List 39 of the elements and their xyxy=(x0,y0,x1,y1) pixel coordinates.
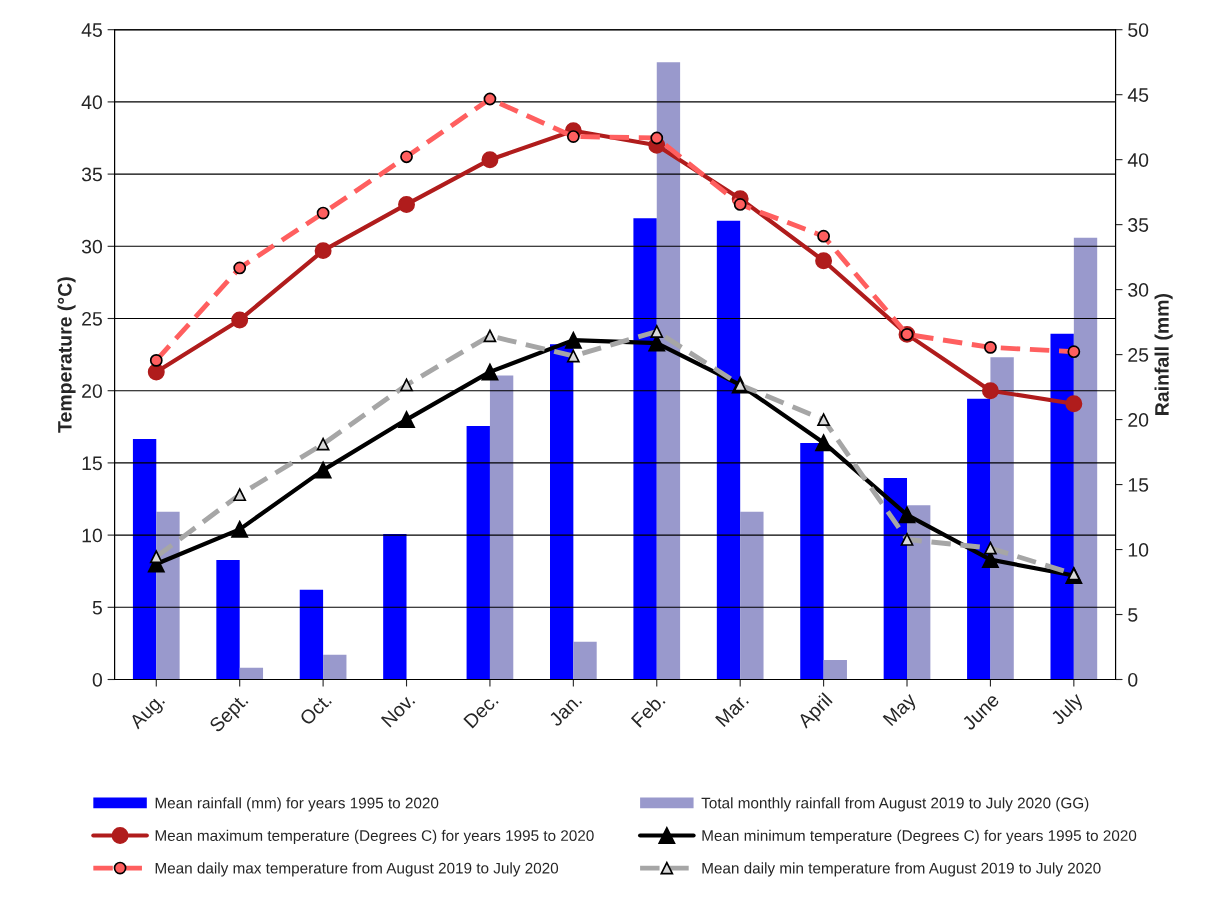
y-tick-label: 20 xyxy=(82,384,103,398)
y2-tick-label: 45 xyxy=(1127,88,1149,102)
y-tick-label: 10 xyxy=(82,528,103,543)
y-tick-label: 45 xyxy=(81,23,102,37)
y2-tick-label: 10 xyxy=(1128,543,1149,557)
x-tick-label: Sept. xyxy=(208,692,252,736)
y-tick-label: 35 xyxy=(81,167,102,182)
y2-tick-label: 40 xyxy=(1127,153,1149,167)
y-tick-label: 40 xyxy=(81,95,103,110)
y2-tick-label: 0 xyxy=(1128,672,1138,687)
y-tick-label: 25 xyxy=(82,311,102,326)
x-tick-label: Nov. xyxy=(380,693,416,728)
y2-tick-label: 5 xyxy=(1128,608,1138,622)
y-axis-title: Temperature (°C) xyxy=(57,277,76,433)
y-tick-label: 30 xyxy=(81,239,103,254)
x-tick-label: May xyxy=(882,691,920,729)
y2-tick-label: 25 xyxy=(1128,348,1149,362)
legend-label: Mean minimum temperature (Degrees C) for years 1995 to 2020 xyxy=(702,829,1137,845)
y2-tick-label: 30 xyxy=(1128,283,1149,297)
legend-label: Mean maximum temperature (Degrees C) for years 1995 to 2020 xyxy=(155,829,594,845)
y2-tick-label: 20 xyxy=(1128,413,1149,427)
x-tick-label: Oct. xyxy=(298,692,332,726)
legend-label: Mean daily min temperature from August 2019 to July 2020 xyxy=(702,862,1101,877)
y2-tick-label: 50 xyxy=(1128,23,1149,37)
x-tick-label: Aug. xyxy=(128,693,168,733)
y2-tick-label: 35 xyxy=(1128,218,1149,232)
legend-label: Total monthly rainfall from August 2019 to July 2020 (GG) xyxy=(701,797,1089,812)
x-tick-label: July xyxy=(1049,691,1087,729)
x-tick-label: Feb. xyxy=(630,692,666,728)
x-tick-label: Mar. xyxy=(715,693,750,728)
y-tick-label: 0 xyxy=(92,672,102,687)
x-tick-label: Dec. xyxy=(463,693,499,729)
x-tick-label: Jan. xyxy=(548,693,583,728)
legend-label: Mean daily max temperature from August 2019 to July 2020 xyxy=(155,862,559,877)
y2-tick-label: 15 xyxy=(1128,478,1149,492)
legend-label: Mean rainfall (mm) for years 1995 to 2020 xyxy=(155,797,439,812)
y2-axis-title: Rainfall (mm) xyxy=(1154,293,1173,415)
y-tick-label: 15 xyxy=(82,456,102,471)
y-tick-label: 5 xyxy=(92,600,102,615)
